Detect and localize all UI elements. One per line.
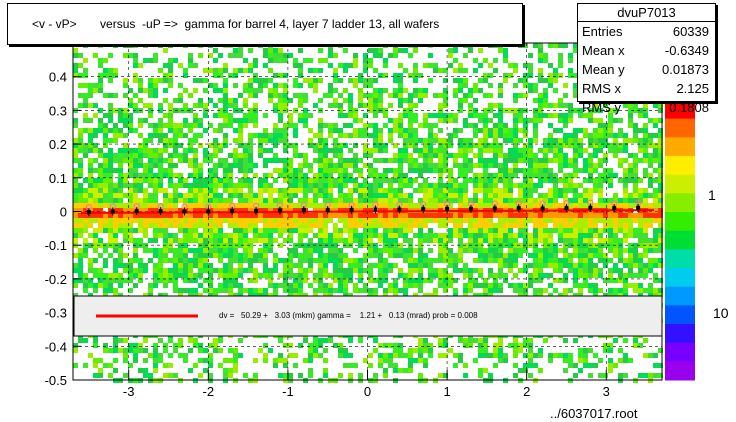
stats-label: Mean y bbox=[582, 62, 625, 77]
x-axis: -3 -2 -1 0 1 2 3 bbox=[123, 370, 610, 399]
stats-row-mean-y: Mean y 0.01873 bbox=[578, 60, 715, 79]
stats-value: -0.6349 bbox=[664, 43, 709, 58]
profile-points bbox=[80, 199, 655, 217]
stats-value: 0.1808 bbox=[669, 100, 709, 115]
stats-value: 0.01873 bbox=[662, 62, 709, 77]
stats-row-mean-x: Mean x -0.6349 bbox=[578, 41, 715, 60]
y-tick-label: -0.3 bbox=[45, 306, 67, 321]
color-scale-band bbox=[665, 174, 695, 194]
color-scale-band bbox=[665, 193, 695, 213]
color-scale-band bbox=[665, 268, 695, 288]
x-tick-label: 0 bbox=[364, 384, 371, 399]
stats-value: 60339 bbox=[672, 24, 709, 39]
footer-filename: ../6037017.root bbox=[550, 406, 638, 421]
y-tick-label: 0.1 bbox=[49, 171, 67, 186]
stats-label: RMS y bbox=[582, 100, 621, 115]
plot-title: <v - vP> versus -uP => gamma for barrel … bbox=[32, 17, 440, 31]
color-scale-band bbox=[665, 156, 695, 176]
fit-legend-box bbox=[73, 295, 663, 337]
stats-row-entries: Entries 60339 bbox=[578, 22, 715, 41]
color-scale-band bbox=[665, 305, 695, 325]
y-axis: -0.5 -0.4 -0.3 -0.2 -0.1 0 0.1 0.2 0.3 0.4 bbox=[45, 70, 81, 388]
color-scale-band bbox=[665, 118, 695, 138]
x-tick-label: -1 bbox=[282, 384, 294, 399]
x-tick-label: 1 bbox=[443, 384, 450, 399]
color-scale-band bbox=[665, 230, 695, 250]
y-tick-label: 0.2 bbox=[49, 137, 67, 152]
fit-line bbox=[80, 209, 655, 214]
x-tick-label: -2 bbox=[203, 384, 215, 399]
color-scale-band bbox=[665, 324, 695, 344]
y-tick-label: -0.5 bbox=[45, 373, 67, 388]
stats-label: RMS x bbox=[582, 81, 621, 96]
color-scale-band bbox=[665, 100, 695, 120]
stats-value: 2.125 bbox=[676, 81, 709, 96]
stats-label: Entries bbox=[582, 24, 623, 39]
color-scale-band bbox=[665, 212, 695, 232]
stats-box: dvuP7013 Entries 60339 Mean x -0.6349 Mean… bbox=[577, 3, 716, 115]
color-scale-bar: 1 10 bbox=[665, 100, 729, 381]
fit-legend-text: dv = 50.29 + 3.03 (mkm) gamma = 1.21 + 0… bbox=[219, 311, 478, 320]
color-scale-band bbox=[665, 342, 695, 362]
color-scale-band bbox=[665, 137, 695, 157]
color-scale-label: 1 bbox=[708, 187, 716, 203]
y-tick-label: -0.1 bbox=[45, 238, 67, 253]
stats-row-rms-y: RMS y 0.1808 bbox=[578, 98, 715, 117]
x-tick-label: 3 bbox=[603, 384, 610, 399]
y-tick-label: 0.4 bbox=[49, 70, 67, 85]
y-tick-label: -0.2 bbox=[45, 272, 67, 287]
color-scale-band bbox=[665, 286, 695, 306]
x-tick-label: 2 bbox=[523, 384, 530, 399]
y-tick-label: -0.4 bbox=[45, 339, 67, 354]
stats-title: dvuP7013 bbox=[578, 4, 715, 22]
color-scale-label: 10 bbox=[713, 305, 729, 321]
y-tick-label: 0 bbox=[60, 205, 67, 220]
color-scale-band bbox=[665, 249, 695, 269]
stats-row-rms-x: RMS x 2.125 bbox=[578, 79, 715, 98]
color-scale-band bbox=[665, 361, 695, 381]
y-tick-label: 0.3 bbox=[49, 103, 67, 118]
stats-label: Mean x bbox=[582, 43, 625, 58]
plot-title-box: <v - vP> versus -uP => gamma for barrel … bbox=[7, 3, 523, 45]
x-tick-label: -3 bbox=[123, 384, 135, 399]
